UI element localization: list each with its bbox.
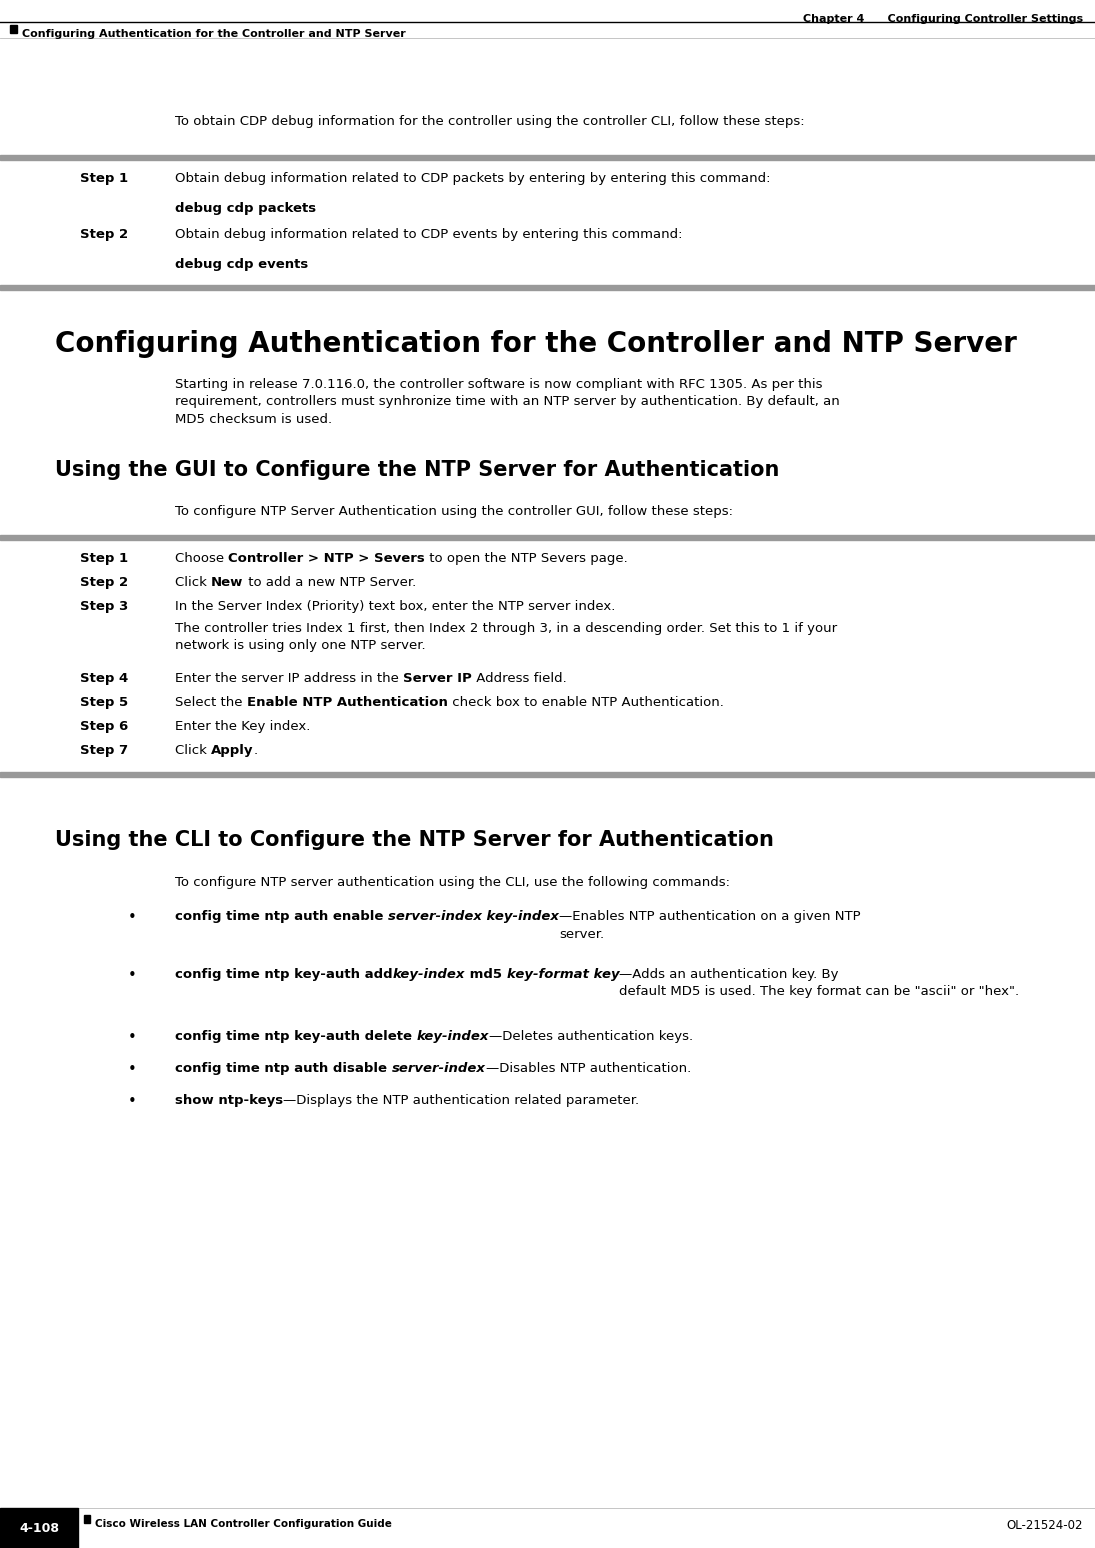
Text: check box to enable NTP Authentication.: check box to enable NTP Authentication. — [448, 697, 724, 709]
Text: Using the GUI to Configure the NTP Server for Authentication: Using the GUI to Configure the NTP Serve… — [55, 460, 780, 480]
Text: •: • — [128, 910, 137, 926]
Text: Click: Click — [175, 576, 211, 588]
Text: Step 3: Step 3 — [80, 601, 128, 613]
Text: Configuring Authentication for the Controller and NTP Server: Configuring Authentication for the Contr… — [55, 330, 1017, 358]
Text: Enter the Key index.: Enter the Key index. — [175, 720, 310, 734]
Text: •: • — [128, 1062, 137, 1077]
Text: Obtain debug information related to CDP events by entering this command:: Obtain debug information related to CDP … — [175, 228, 682, 241]
Text: config time ntp key-auth delete: config time ntp key-auth delete — [175, 1029, 416, 1043]
Text: The controller tries Index 1 first, then Index 2 through 3, in a descending orde: The controller tries Index 1 first, then… — [175, 622, 837, 653]
Text: —Adds an authentication key. By
default MD5 is used. The key format can be "asci: —Adds an authentication key. By default … — [620, 968, 1019, 998]
Text: To obtain CDP debug information for the controller using the controller CLI, fol: To obtain CDP debug information for the … — [175, 115, 805, 128]
Bar — [0, 536, 1095, 540]
Text: Server IP: Server IP — [403, 672, 472, 686]
Text: config time ntp auth disable: config time ntp auth disable — [175, 1062, 392, 1074]
Text: Starting in release 7.0.116.0, the controller software is now compliant with RFC: Starting in release 7.0.116.0, the contr… — [175, 378, 840, 426]
Text: Select the: Select the — [175, 697, 246, 709]
Text: OL-21524-02: OL-21524-02 — [1006, 1519, 1083, 1533]
Text: key-index: key-index — [416, 1029, 489, 1043]
Text: Step 1: Step 1 — [80, 172, 128, 186]
Text: Apply: Apply — [211, 745, 254, 757]
Text: •: • — [128, 1094, 137, 1108]
Text: Address field.: Address field. — [472, 672, 566, 686]
Bar — [0, 1508, 78, 1548]
Text: key-index: key-index — [393, 968, 465, 981]
Text: 4-108: 4-108 — [19, 1522, 59, 1534]
Text: Controller > NTP > Severs: Controller > NTP > Severs — [229, 553, 425, 565]
Text: debug cdp packets: debug cdp packets — [175, 201, 316, 215]
Bar — [0, 285, 1095, 289]
Text: New: New — [211, 576, 243, 588]
Text: Step 2: Step 2 — [80, 228, 128, 241]
Text: key-format key: key-format key — [507, 968, 620, 981]
Text: —Displays the NTP authentication related parameter.: —Displays the NTP authentication related… — [284, 1094, 639, 1107]
Text: —Deletes authentication keys.: —Deletes authentication keys. — [489, 1029, 693, 1043]
Text: Using the CLI to Configure the NTP Server for Authentication: Using the CLI to Configure the NTP Serve… — [55, 830, 774, 850]
Text: config time ntp key-auth add: config time ntp key-auth add — [175, 968, 393, 981]
Text: md5: md5 — [465, 968, 507, 981]
Text: •: • — [128, 968, 137, 983]
Text: Step 7: Step 7 — [80, 745, 128, 757]
Text: Step 2: Step 2 — [80, 576, 128, 588]
Text: debug cdp events: debug cdp events — [175, 259, 309, 271]
Text: Click: Click — [175, 745, 211, 757]
Text: Enter the server IP address in the: Enter the server IP address in the — [175, 672, 403, 686]
Bar — [84, 1515, 90, 1523]
Text: Step 6: Step 6 — [80, 720, 128, 734]
Text: Step 4: Step 4 — [80, 672, 128, 686]
Text: Choose: Choose — [175, 553, 229, 565]
Bar — [10, 25, 18, 33]
Text: —Enables NTP authentication on a given NTP
server.: —Enables NTP authentication on a given N… — [558, 910, 861, 941]
Text: config time ntp auth enable: config time ntp auth enable — [175, 910, 388, 923]
Text: to open the NTP Severs page.: to open the NTP Severs page. — [425, 553, 627, 565]
Bar — [0, 155, 1095, 159]
Text: Cisco Wireless LAN Controller Configuration Guide: Cisco Wireless LAN Controller Configurat… — [95, 1519, 392, 1529]
Text: Step 1: Step 1 — [80, 553, 128, 565]
Text: Chapter 4      Configuring Controller Settings: Chapter 4 Configuring Controller Setting… — [803, 14, 1083, 25]
Text: .: . — [254, 745, 257, 757]
Text: Configuring Authentication for the Controller and NTP Server: Configuring Authentication for the Contr… — [22, 29, 406, 39]
Text: server-index key-index: server-index key-index — [388, 910, 558, 923]
Text: Step 5: Step 5 — [80, 697, 128, 709]
Text: To configure NTP Server Authentication using the controller GUI, follow these st: To configure NTP Server Authentication u… — [175, 505, 733, 519]
Text: Obtain debug information related to CDP packets by entering by entering this com: Obtain debug information related to CDP … — [175, 172, 771, 186]
Text: server-index: server-index — [392, 1062, 485, 1074]
Text: Enable NTP Authentication: Enable NTP Authentication — [246, 697, 448, 709]
Text: —Disables NTP authentication.: —Disables NTP authentication. — [485, 1062, 691, 1074]
Text: show ntp-keys: show ntp-keys — [175, 1094, 284, 1107]
Text: to add a new NTP Server.: to add a new NTP Server. — [243, 576, 416, 588]
Bar — [0, 772, 1095, 777]
Text: To configure NTP server authentication using the CLI, use the following commands: To configure NTP server authentication u… — [175, 876, 730, 889]
Text: •: • — [128, 1029, 137, 1045]
Text: In the Server Index (Priority) text box, enter the NTP server index.: In the Server Index (Priority) text box,… — [175, 601, 615, 613]
